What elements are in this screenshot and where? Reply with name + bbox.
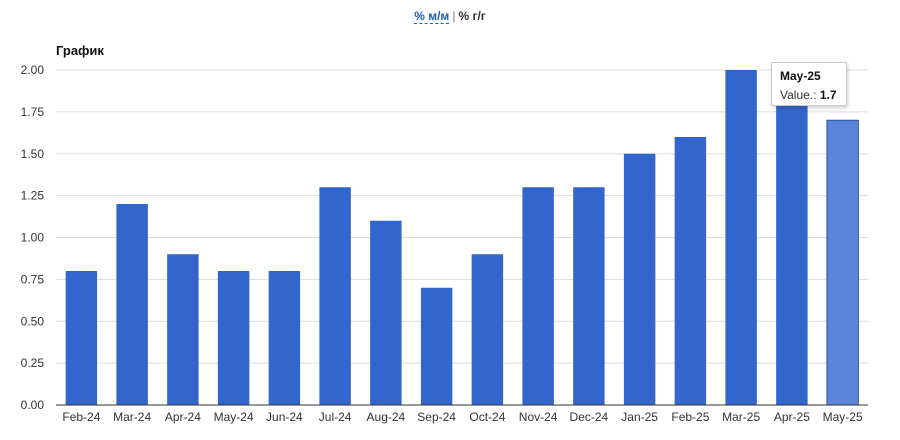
bar-feb-25[interactable] bbox=[674, 137, 707, 405]
view-toggle: % м/м |% г/г bbox=[0, 9, 900, 24]
x-tick-label: Apr-24 bbox=[165, 410, 201, 424]
bar-mar-24[interactable] bbox=[116, 204, 148, 405]
bar-jun-24[interactable] bbox=[268, 271, 301, 405]
y-tick-label: 1.50 bbox=[21, 147, 45, 161]
bar-aug-24[interactable] bbox=[370, 220, 402, 405]
y-axis-ticks: 0.00 0.25 0.50 0.75 1.00 1.25 1.50 1.75 2.00 bbox=[21, 63, 45, 412]
y-tick-label: 2.00 bbox=[21, 63, 45, 77]
y-tick-label: 1.00 bbox=[21, 231, 45, 245]
x-tick-label: Apr-25 bbox=[774, 410, 810, 424]
x-tick-label: Sep-24 bbox=[417, 410, 456, 424]
y-tick-label: 1.25 bbox=[21, 189, 45, 203]
yoy-toggle-link[interactable]: % г/г bbox=[458, 9, 486, 23]
y-tick-label: 0.00 bbox=[21, 398, 45, 412]
x-tick-label: May-24 bbox=[214, 410, 254, 424]
x-tick-label: Jul-24 bbox=[319, 410, 352, 424]
bar-may-25[interactable] bbox=[826, 119, 859, 406]
bar-oct-24[interactable] bbox=[471, 254, 504, 405]
bar-dec-24[interactable] bbox=[573, 187, 605, 405]
tooltip-title: May-25 bbox=[780, 69, 821, 83]
bar-jan-25[interactable] bbox=[623, 153, 656, 405]
x-tick-label: Dec-24 bbox=[570, 410, 609, 424]
tooltip-row: Value.: 1.7 bbox=[780, 88, 838, 102]
x-tick-label: Feb-24 bbox=[62, 410, 100, 424]
y-tick-label: 0.75 bbox=[21, 272, 45, 286]
bar-jul-24[interactable] bbox=[319, 187, 351, 405]
y-tick-label: 0.25 bbox=[21, 356, 45, 370]
bar-may-24[interactable] bbox=[217, 271, 250, 405]
x-tick-label: Feb-25 bbox=[671, 410, 709, 424]
bar-mar-25[interactable] bbox=[725, 70, 757, 405]
y-tick-label: 1.75 bbox=[21, 105, 45, 119]
x-tick-label: Mar-25 bbox=[722, 410, 760, 424]
bar-feb-24[interactable] bbox=[65, 271, 98, 405]
x-tick-label: Jun-24 bbox=[266, 410, 303, 424]
bar-apr-24[interactable] bbox=[167, 254, 199, 405]
x-tick-label: Mar-24 bbox=[113, 410, 151, 424]
x-tick-label: Aug-24 bbox=[367, 410, 406, 424]
x-tick-label: Jan-25 bbox=[621, 410, 658, 424]
toggle-separator: | bbox=[452, 9, 456, 23]
bar-sep-24[interactable] bbox=[420, 287, 453, 405]
bar-apr-25[interactable] bbox=[776, 103, 808, 406]
bars bbox=[65, 70, 859, 406]
y-tick-label: 0.50 bbox=[21, 314, 45, 328]
value-tooltip: May-25 Value.: 1.7 bbox=[771, 62, 847, 106]
mom-toggle-link[interactable]: % м/м bbox=[414, 9, 450, 24]
tooltip-label: Value.: bbox=[780, 88, 817, 102]
chart-title: График bbox=[56, 43, 104, 58]
x-tick-label: May-25 bbox=[823, 410, 863, 424]
x-tick-label: Oct-24 bbox=[469, 410, 505, 424]
tooltip-value: 1.7 bbox=[819, 88, 837, 102]
x-axis-ticks: Feb-24 Mar-24 Apr-24 May-24 Jun-24 Jul-24 Aug-… bbox=[62, 410, 863, 424]
bar-nov-24[interactable] bbox=[522, 187, 554, 405]
x-tick-label: Nov-24 bbox=[519, 410, 558, 424]
